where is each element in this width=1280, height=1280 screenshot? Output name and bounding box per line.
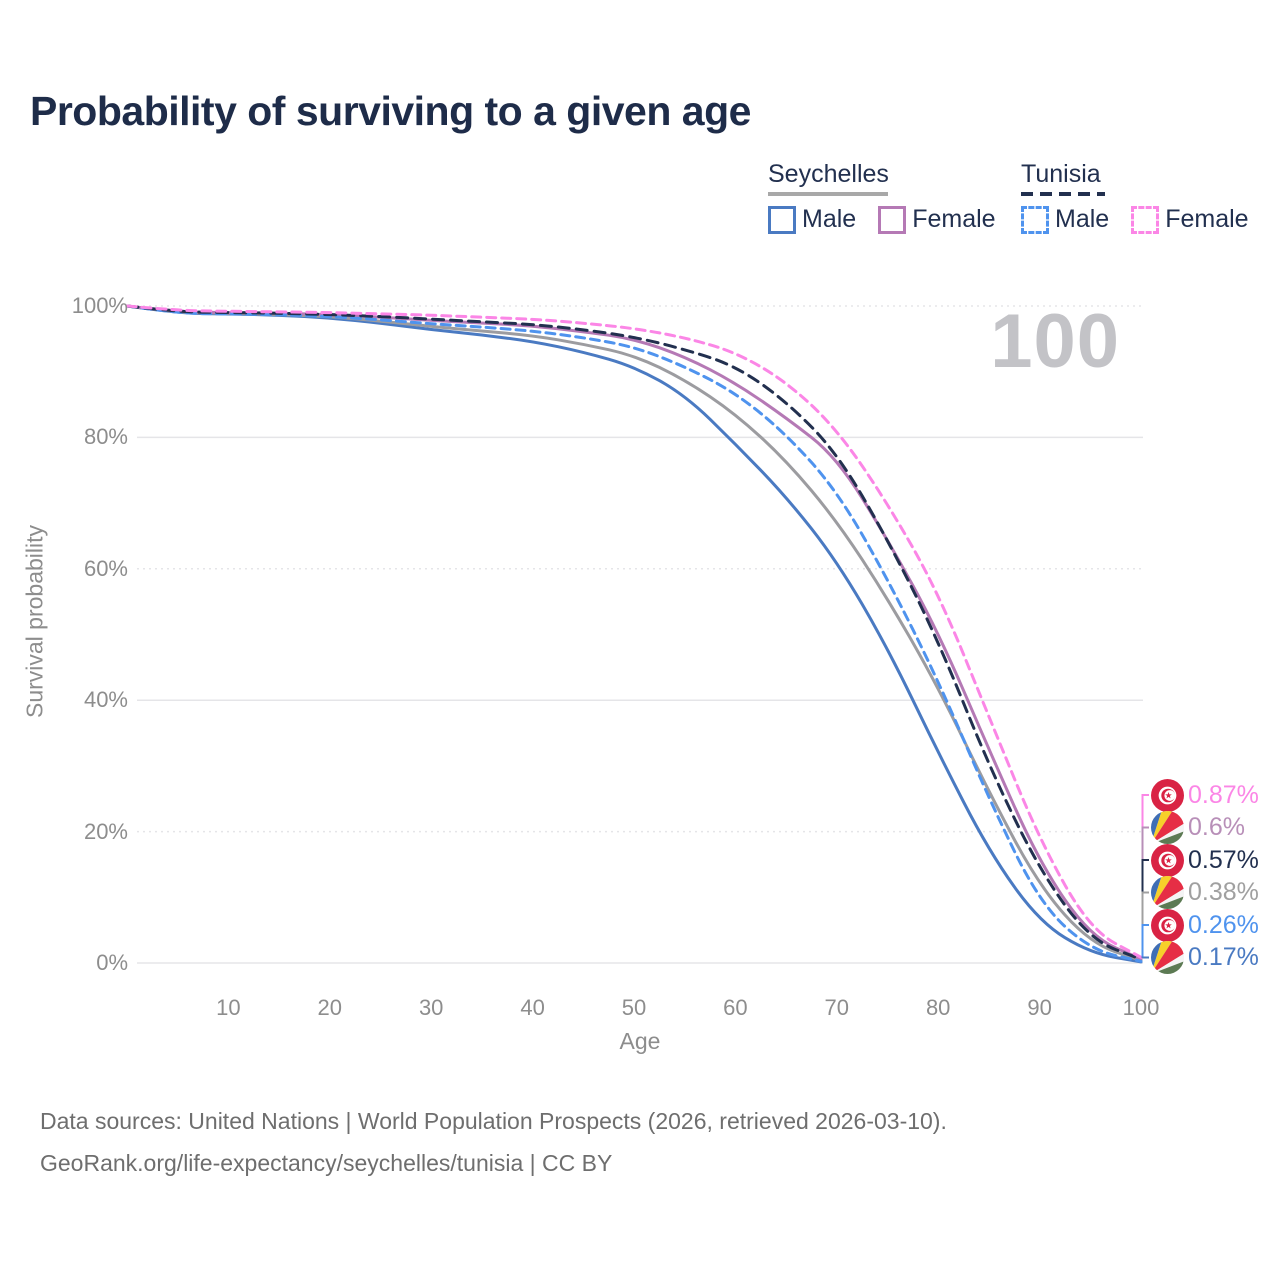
tunisia-flag-icon [1151, 908, 1184, 942]
tunisia-flag-icon [1151, 843, 1184, 877]
y-axis-title: Survival probability [21, 524, 48, 719]
end-label-tunisia-both-sexes: 0.57% [1151, 843, 1259, 877]
x-tick-70: 70 [824, 995, 850, 1020]
legend-item-seychelles-male[interactable]: Male [768, 205, 856, 234]
footer-data-sources: Data sources: United Nations | World Pop… [40, 1108, 947, 1134]
y-tick-0: 0% [96, 950, 128, 975]
x-tick-10: 10 [216, 995, 241, 1020]
curve-tunisia_female [125, 304, 1143, 959]
end-label-seychelles-male: 0.17% [1151, 941, 1259, 975]
seychelles-flag-icon [1151, 941, 1184, 974]
legend-swatch-tunisia-female [1131, 205, 1160, 234]
legend-swatch-seychelles-male [768, 205, 796, 234]
seychelles-flag-icon [1151, 811, 1184, 844]
legend-item-seychelles-female[interactable]: Female [878, 205, 996, 234]
legend-linestyle-seychelles [768, 192, 888, 196]
x-tick-50: 50 [621, 995, 647, 1020]
curve-seychelles_both [125, 304, 1143, 963]
curve-tunisia_male [125, 304, 1143, 963]
legend-item-tunisia-male[interactable]: Male [1021, 205, 1109, 234]
x-tick-80: 80 [925, 995, 951, 1020]
tunisia-flag-icon [1151, 778, 1184, 812]
end-value: 0.26% [1188, 910, 1259, 939]
legend-group-seychelles: Seychelles Male Female [768, 160, 1018, 234]
tunisia-flag-icon [1151, 843, 1184, 877]
tunisia-flag-icon [1151, 778, 1184, 812]
x-tick-20: 20 [317, 995, 343, 1020]
x-tick-60: 60 [723, 995, 748, 1020]
legend-label: Female [1165, 205, 1249, 233]
seychelles-flag-icon [1151, 941, 1184, 974]
curve-tunisia_both [125, 304, 1143, 961]
footer-attribution: GeoRank.org/life-expectancy/seychelles/t… [40, 1150, 613, 1176]
legend-label: Female [912, 205, 996, 233]
tunisia-flag-icon [1151, 908, 1184, 942]
page-title: Probability of surviving to a given age [30, 88, 751, 134]
curve-seychelles_male [125, 304, 1143, 964]
legend-country-tunisia: Tunisia [1021, 160, 1101, 188]
x-tick-30: 30 [418, 995, 444, 1020]
legend-group-tunisia: Tunisia Male Female [1021, 160, 1271, 234]
x-tick-40: 40 [520, 995, 545, 1020]
legend-item-tunisia-female[interactable]: Female [1131, 205, 1249, 234]
legend-label: Male [1055, 205, 1110, 233]
legend-label: Male [802, 205, 857, 233]
legend-swatch-tunisia-male [1021, 205, 1049, 234]
age-counter-watermark: 100 [990, 299, 1120, 384]
y-tick-100: 100% [71, 293, 128, 318]
end-value: 0.38% [1188, 878, 1259, 906]
end-label-tunisia-male: 0.26% [1151, 908, 1259, 942]
x-tick-100: 100 [1122, 995, 1160, 1020]
leader-line [1141, 924, 1149, 958]
end-label-seychelles-female: 0.6% [1151, 811, 1245, 845]
y-tick-20: 20% [83, 818, 128, 844]
end-value: 0.87% [1188, 780, 1259, 809]
x-tick-90: 90 [1027, 995, 1052, 1020]
curve-seychelles_female [125, 304, 1143, 961]
end-value: 0.17% [1188, 943, 1259, 971]
legend-country-seychelles: Seychelles [768, 160, 889, 188]
legend-swatch-seychelles-female [878, 205, 907, 234]
x-axis-title: Age [619, 1028, 661, 1054]
leader-line [1141, 956, 1149, 959]
y-tick-80: 80% [83, 424, 128, 450]
end-value: 0.57% [1188, 845, 1259, 874]
y-tick-60: 60% [83, 555, 128, 581]
seychelles-flag-icon [1151, 876, 1184, 909]
legend-linestyle-tunisia [1021, 192, 1105, 196]
end-value: 0.6% [1188, 813, 1245, 841]
y-tick-40: 40% [83, 687, 128, 713]
seychelles-flag-icon [1151, 811, 1184, 844]
seychelles-flag-icon [1151, 876, 1184, 909]
end-label-seychelles-both-sexes: 0.38% [1151, 876, 1259, 910]
end-label-tunisia-female: 0.87% [1151, 778, 1259, 812]
